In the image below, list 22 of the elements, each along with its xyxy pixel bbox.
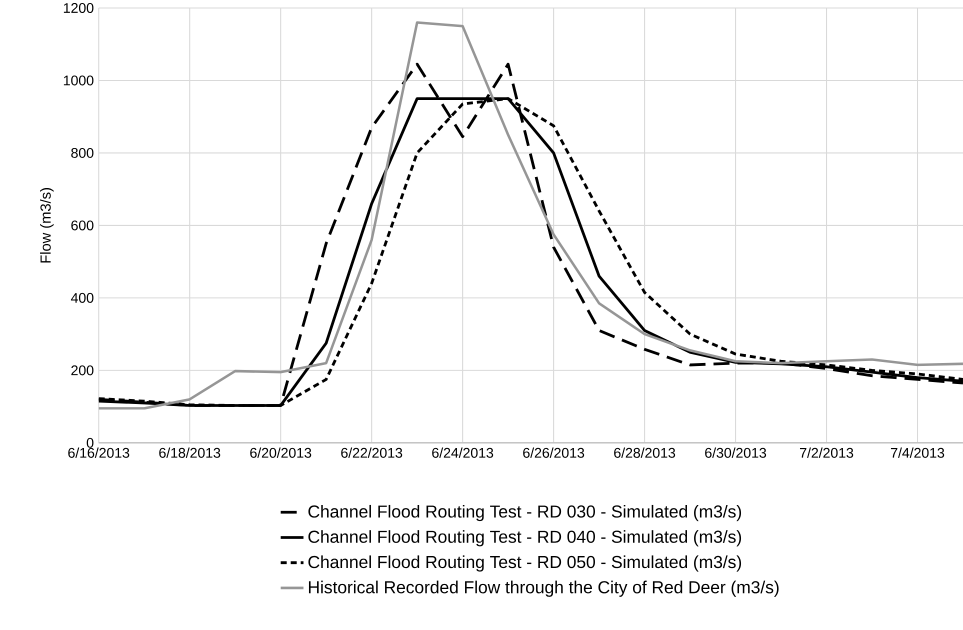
y-tick-label: 600 [71, 220, 94, 231]
x-tick-label: 6/28/2013 [614, 448, 676, 458]
x-tick-label: 6/24/2013 [432, 448, 494, 458]
legend-label: Historical Recorded Flow through the City of Red Deer (m3/s) [308, 580, 779, 598]
y-tick-label: 1000 [64, 76, 94, 86]
x-tick-label: 6/30/2013 [705, 448, 766, 458]
y-tick-label: 800 [71, 148, 94, 158]
x-tick-label: 6/22/2013 [341, 448, 402, 458]
x-tick-label: 7/4/2013 [890, 448, 944, 458]
legend-label: Channel Flood Routing Test - RD 030 - Simulated (m3/s) [308, 505, 742, 522]
x-tick-label: 6/18/2013 [159, 448, 220, 458]
y-axis-title: Flow (m3/s) [40, 188, 54, 263]
y-tick-label: 200 [71, 366, 94, 376]
x-tick-label: 6/16/2013 [68, 448, 130, 458]
y-tick-label: 0 [86, 438, 94, 448]
x-tick-label: 7/2/2013 [800, 448, 854, 458]
x-tick-label: 6/26/2013 [523, 448, 584, 458]
legend-label: Channel Flood Routing Test - RD 040 - Simulated (m3/s) [308, 530, 742, 547]
x-tick-label: 6/20/2013 [250, 448, 312, 458]
y-tick-label: 400 [70, 293, 94, 304]
legend-label: Channel Flood Routing Test - RD 050 - Simulated (m3/s) [308, 556, 742, 572]
y-tick-label: 1200 [64, 3, 94, 14]
